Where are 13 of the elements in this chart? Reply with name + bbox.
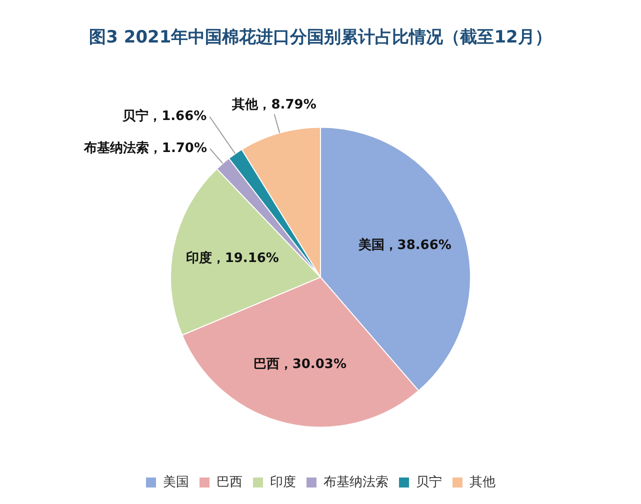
- legend-label: 贝宁: [416, 474, 442, 490]
- data-label: 贝宁，1.66%: [122, 108, 207, 124]
- data-label: 印度，19.16%: [186, 250, 279, 266]
- legend-label: 布基纳法索: [324, 474, 388, 490]
- data-label: 其他，8.79%: [231, 97, 316, 112]
- chart-title: 图3 2021年中国棉花进口分国别累计占比情况（截至12月）: [89, 28, 552, 48]
- data-label: 布基纳法索，1.70%: [82, 140, 208, 156]
- legend-label: 美国: [163, 474, 189, 490]
- legend-label: 印度: [270, 474, 296, 490]
- legend-label: 其他: [470, 474, 496, 490]
- data-label: 美国，38.66%: [357, 237, 452, 254]
- data-label: 巴西，30.03%: [253, 357, 346, 372]
- legend-label: 巴西: [216, 474, 242, 490]
